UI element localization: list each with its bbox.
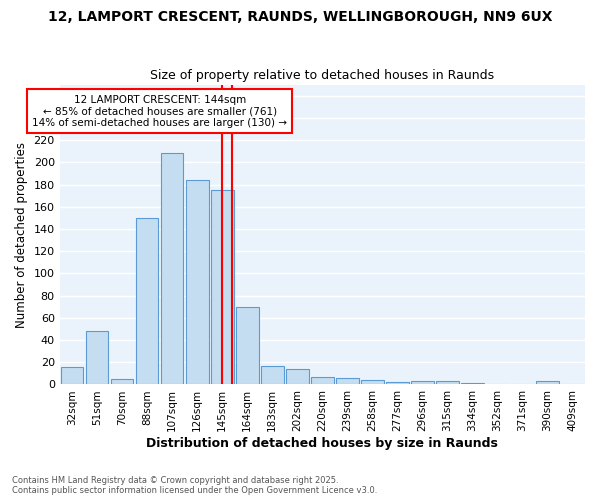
- Bar: [186, 180, 209, 384]
- Bar: [161, 154, 184, 384]
- Bar: [111, 379, 133, 384]
- Bar: [311, 376, 334, 384]
- Text: Contains HM Land Registry data © Crown copyright and database right 2025.
Contai: Contains HM Land Registry data © Crown c…: [12, 476, 377, 495]
- Bar: [411, 381, 434, 384]
- Bar: [361, 380, 383, 384]
- Y-axis label: Number of detached properties: Number of detached properties: [15, 142, 28, 328]
- Bar: [86, 331, 109, 384]
- Bar: [336, 378, 359, 384]
- Bar: [61, 366, 83, 384]
- Bar: [261, 366, 284, 384]
- Text: 12, LAMPORT CRESCENT, RAUNDS, WELLINGBOROUGH, NN9 6UX: 12, LAMPORT CRESCENT, RAUNDS, WELLINGBOR…: [48, 10, 552, 24]
- Title: Size of property relative to detached houses in Raunds: Size of property relative to detached ho…: [150, 69, 494, 82]
- Bar: [211, 190, 233, 384]
- Text: 12 LAMPORT CRESCENT: 144sqm
← 85% of detached houses are smaller (761)
14% of se: 12 LAMPORT CRESCENT: 144sqm ← 85% of det…: [32, 94, 287, 128]
- Bar: [236, 306, 259, 384]
- Bar: [436, 381, 458, 384]
- Bar: [136, 218, 158, 384]
- Bar: [536, 381, 559, 384]
- Bar: [286, 369, 308, 384]
- Bar: [386, 382, 409, 384]
- X-axis label: Distribution of detached houses by size in Raunds: Distribution of detached houses by size …: [146, 437, 498, 450]
